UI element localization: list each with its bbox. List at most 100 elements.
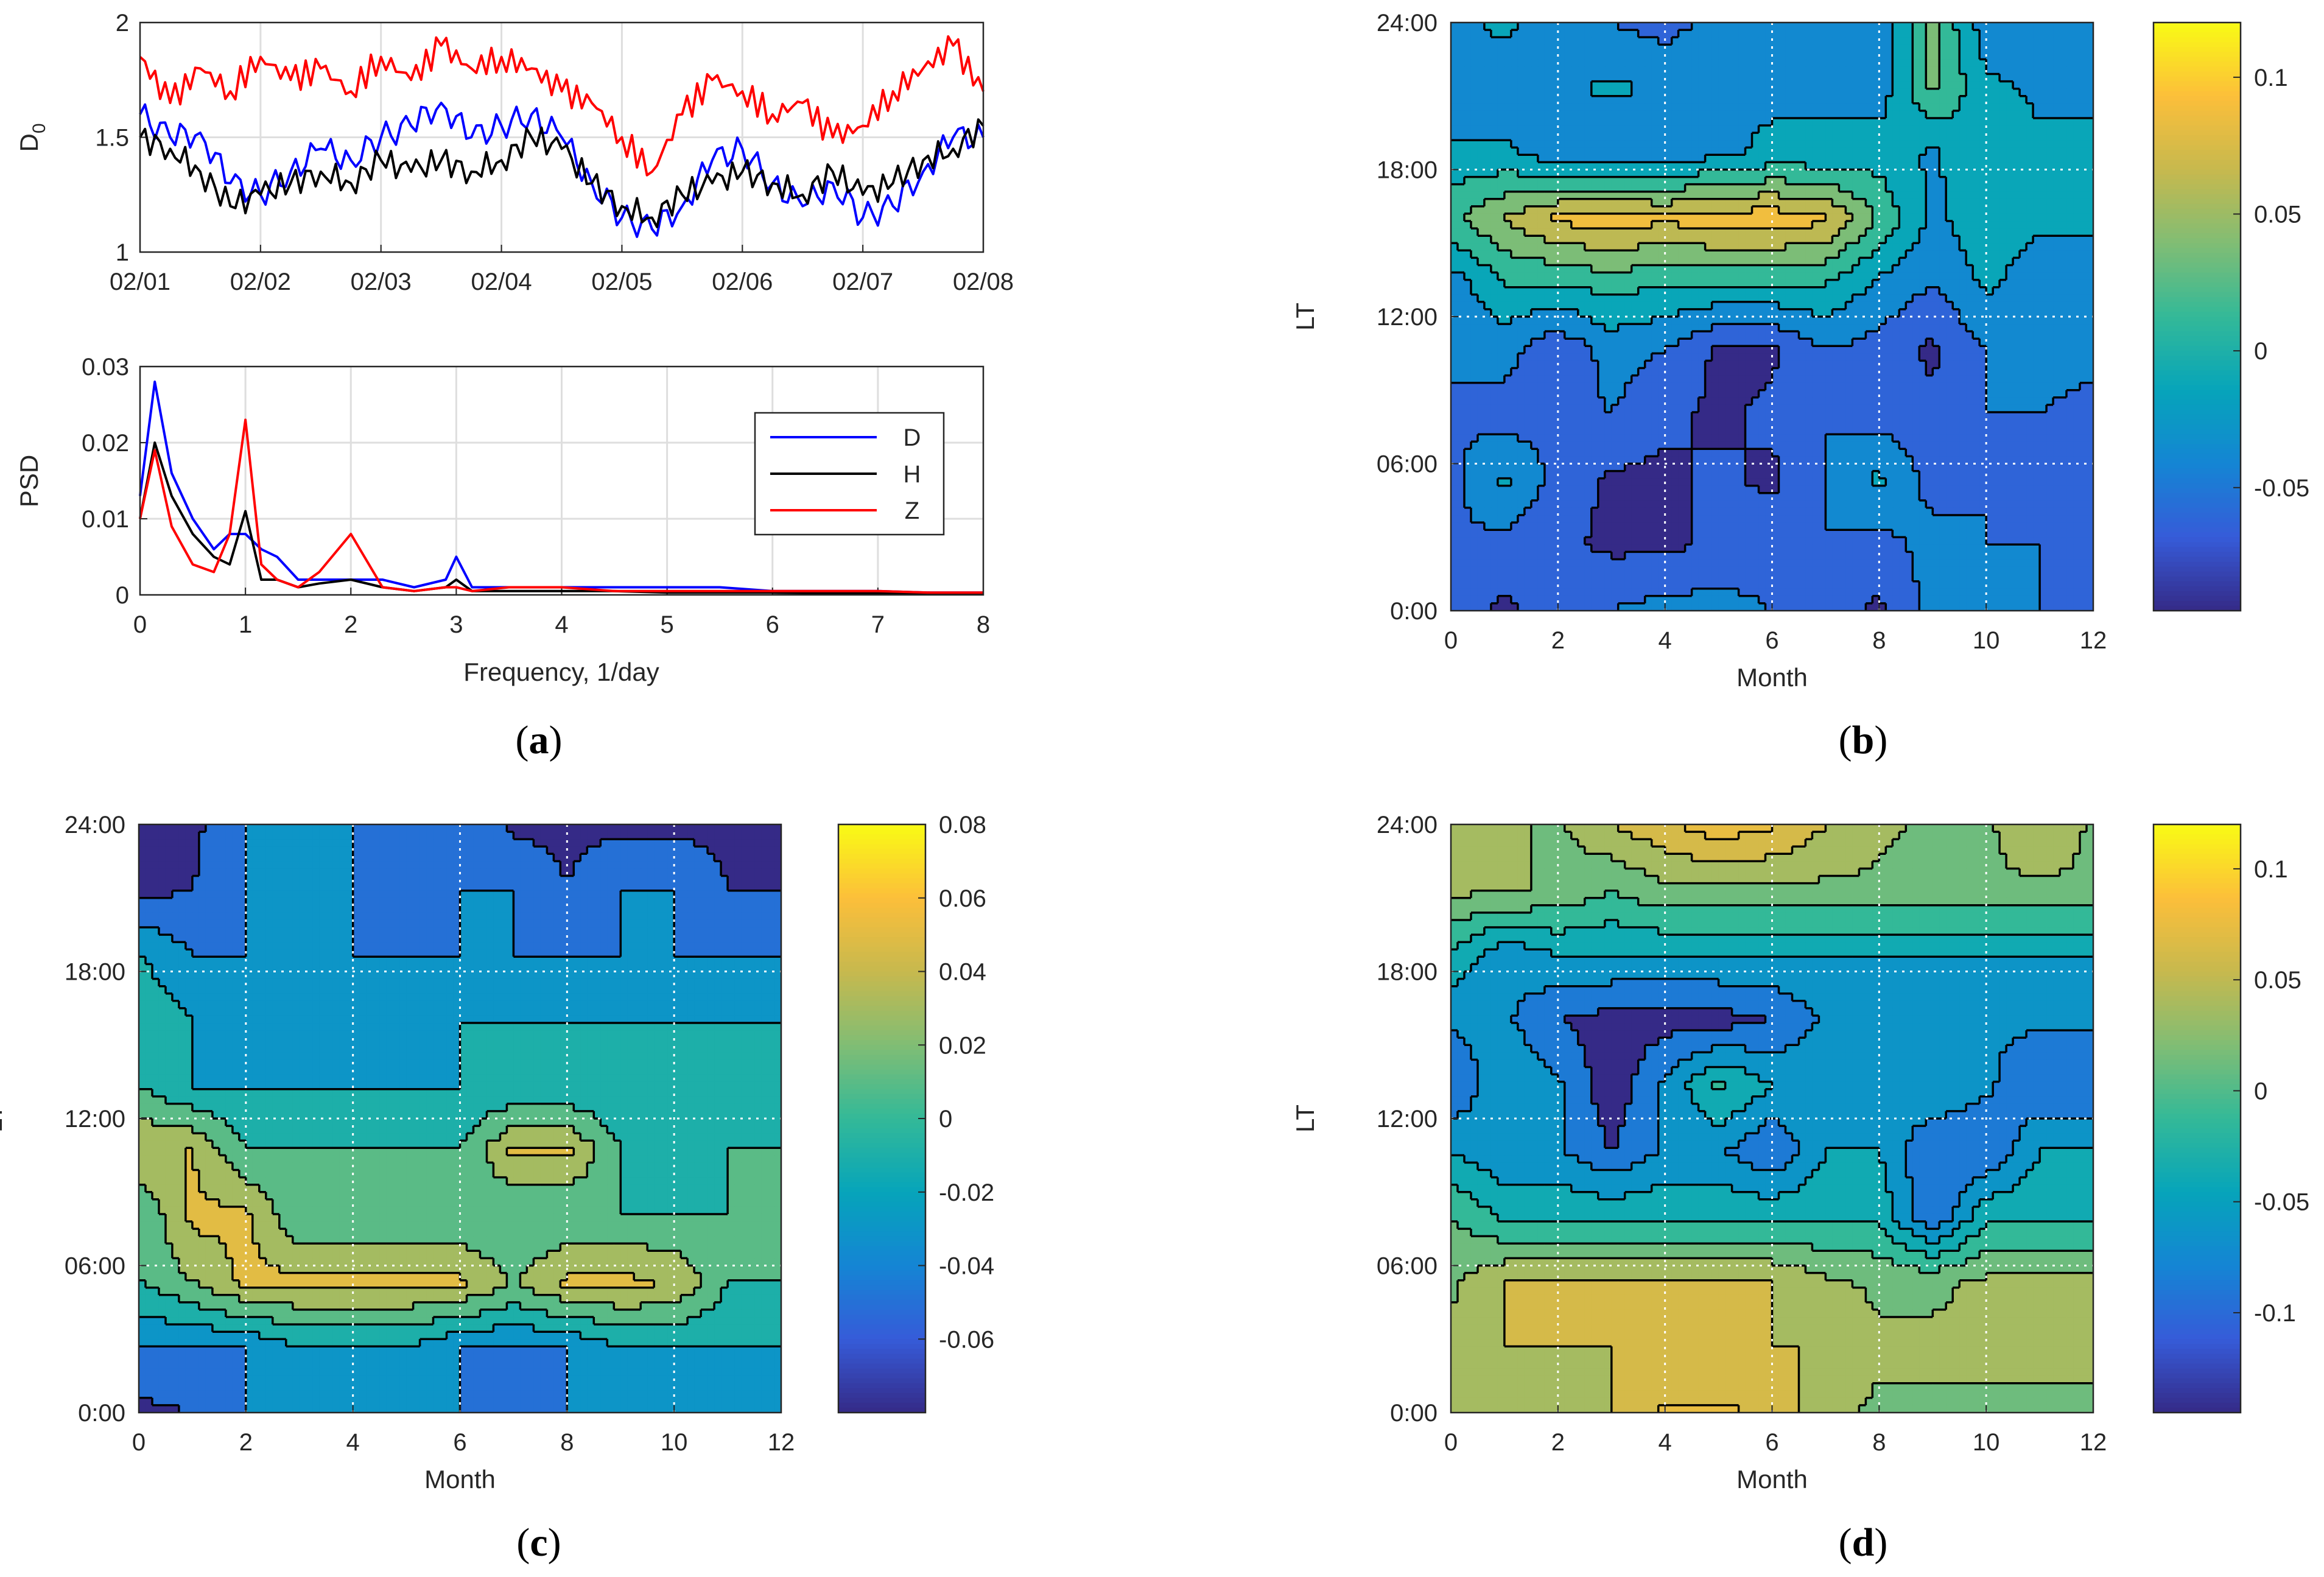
heatmap-cell bbox=[1999, 265, 2007, 273]
y-axis-label: PSD bbox=[15, 455, 43, 507]
heatmap-cell bbox=[2046, 287, 2054, 295]
heatmap-cell bbox=[1591, 198, 1599, 207]
heatmap-cell bbox=[1564, 140, 1572, 149]
heatmap-cell bbox=[2087, 236, 2094, 244]
heatmap-cell bbox=[1604, 155, 1612, 163]
heatmap-cell bbox=[1584, 324, 1592, 332]
heatmap-cell bbox=[1859, 198, 1867, 207]
heatmap-cell bbox=[1551, 59, 1559, 68]
heatmap-cell bbox=[1645, 103, 1652, 111]
heatmap-cell bbox=[1792, 346, 1800, 354]
heatmap-cell bbox=[1557, 74, 1565, 82]
heatmap-cell bbox=[1926, 44, 1934, 53]
heatmap-cell bbox=[1946, 44, 1954, 53]
heatmap-cell bbox=[2026, 37, 2034, 46]
heatmap-cell bbox=[1953, 331, 1961, 340]
heatmap-cell bbox=[1752, 228, 1760, 236]
heatmap-cell bbox=[1799, 169, 1806, 178]
heatmap-cell bbox=[1778, 287, 1786, 295]
heatmap-cell bbox=[1631, 265, 1639, 273]
heatmap-cell bbox=[1658, 133, 1666, 141]
heatmap-cell bbox=[1819, 375, 1827, 384]
heatmap-cell bbox=[1778, 37, 1786, 46]
heatmap-cell bbox=[1926, 221, 1934, 229]
heatmap-cell bbox=[1551, 133, 1559, 141]
heatmap-cell bbox=[1678, 324, 1686, 332]
heatmap-cell bbox=[1953, 88, 1961, 97]
heatmap-cell bbox=[1451, 324, 1458, 332]
heatmap-cell bbox=[1792, 191, 1800, 200]
heatmap-cell bbox=[1919, 301, 1927, 310]
heatmap-cell bbox=[1705, 390, 1713, 398]
heatmap-cell bbox=[1825, 110, 1833, 119]
heatmap-cell bbox=[1765, 133, 1773, 141]
heatmap-cell bbox=[1598, 191, 1606, 200]
heatmap-cell bbox=[1866, 331, 1873, 340]
heatmap-cell bbox=[1504, 110, 1512, 119]
heatmap-cell bbox=[1457, 301, 1465, 310]
heatmap-cell bbox=[2040, 294, 2047, 303]
heatmap-cell bbox=[1933, 390, 1940, 398]
heatmap-cell bbox=[1584, 213, 1592, 222]
heatmap-cell bbox=[1457, 346, 1465, 354]
heatmap-cell bbox=[1631, 103, 1639, 111]
heatmap-cell bbox=[1685, 375, 1693, 384]
heatmap-cell bbox=[1691, 118, 1699, 126]
heatmap-cell bbox=[1933, 74, 1940, 82]
heatmap-cell bbox=[1591, 243, 1599, 251]
heatmap-cell bbox=[1537, 133, 1545, 141]
heatmap-cell bbox=[1973, 198, 1980, 207]
heatmap-cell bbox=[1578, 382, 1585, 391]
heatmap-cell bbox=[1564, 206, 1572, 214]
heatmap-cell bbox=[1845, 221, 1853, 229]
heatmap-cell bbox=[1959, 52, 1967, 60]
heatmap-cell bbox=[1725, 309, 1733, 317]
heatmap-cell bbox=[2053, 301, 2060, 310]
heatmap-cell bbox=[1933, 140, 1940, 149]
heatmap-cell bbox=[2087, 301, 2094, 310]
heatmap-cell bbox=[1953, 390, 1961, 398]
heatmap-cell bbox=[1732, 236, 1739, 244]
heatmap-cell bbox=[1799, 81, 1806, 90]
heatmap-cell bbox=[1624, 213, 1632, 222]
heatmap-cell bbox=[1665, 228, 1673, 236]
heatmap-cell bbox=[2046, 30, 2054, 38]
heatmap-cell bbox=[1504, 324, 1512, 332]
heatmap-cell bbox=[2080, 169, 2087, 178]
heatmap-cell bbox=[2073, 331, 2080, 340]
heatmap-cell bbox=[2060, 191, 2067, 200]
heatmap-cell bbox=[1665, 118, 1673, 126]
heatmap-cell bbox=[1765, 324, 1773, 332]
heatmap-cell bbox=[1839, 250, 1847, 259]
heatmap-cell bbox=[1504, 118, 1512, 126]
heatmap-cell bbox=[1551, 177, 1559, 185]
heatmap-cell bbox=[1879, 265, 1887, 273]
heatmap-cell bbox=[1825, 390, 1833, 398]
heatmap-cell bbox=[1464, 30, 1472, 38]
heatmap-cell bbox=[1698, 169, 1706, 178]
heatmap-cell bbox=[1544, 162, 1552, 170]
heatmap-cell bbox=[1973, 301, 1980, 310]
heatmap-cell bbox=[1705, 140, 1713, 149]
heatmap-cell bbox=[1899, 346, 1907, 354]
heatmap-cell bbox=[1979, 37, 1987, 46]
heatmap-cell bbox=[1564, 37, 1572, 46]
heatmap-cell bbox=[2060, 353, 2067, 362]
heatmap-cell bbox=[1912, 331, 1920, 340]
heatmap-cell bbox=[1591, 184, 1599, 192]
heatmap-cell bbox=[1758, 265, 1766, 273]
heatmap-cell bbox=[2013, 258, 2020, 266]
heatmap-cell bbox=[1698, 59, 1706, 68]
heatmap-cell bbox=[1879, 184, 1887, 192]
heatmap-cell bbox=[1584, 382, 1592, 391]
heatmap-cell bbox=[1651, 177, 1659, 185]
heatmap-cell bbox=[1524, 360, 1532, 369]
heatmap-cell bbox=[1557, 206, 1565, 214]
heatmap-cell bbox=[1631, 177, 1639, 185]
heatmap-cell bbox=[1812, 155, 1820, 163]
heatmap-cell bbox=[1624, 169, 1632, 178]
heatmap-cell bbox=[1578, 243, 1585, 251]
heatmap-cell bbox=[2006, 103, 2013, 111]
heatmap-cell bbox=[1671, 390, 1679, 398]
heatmap-cell bbox=[1691, 360, 1699, 369]
